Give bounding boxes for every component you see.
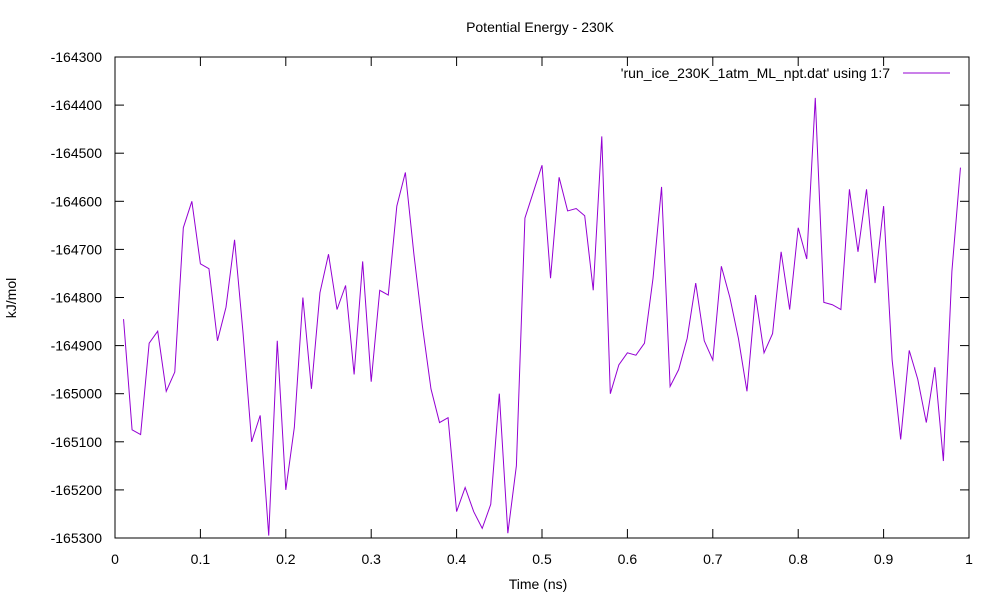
x-tick-label: 0.8 (788, 551, 808, 567)
y-tick-label: -165200 (51, 482, 103, 498)
legend-label: 'run_ice_230K_1atm_ML_npt.dat' using 1:7 (621, 65, 890, 81)
x-tick-label: 0.9 (874, 551, 894, 567)
y-tick-label: -164900 (51, 338, 103, 354)
x-tick-label: 0.7 (703, 551, 723, 567)
y-tick-label: -165100 (51, 434, 103, 450)
y-tick-label: -164400 (51, 97, 103, 113)
x-tick-label: 0 (111, 551, 119, 567)
y-tick-label: -164300 (51, 49, 103, 65)
y-axis-label: kJ/mol (3, 278, 19, 318)
chart-title: Potential Energy - 230K (466, 19, 615, 35)
x-tick-label: 0.4 (447, 551, 467, 567)
x-tick-label: 1 (965, 551, 973, 567)
x-tick-label: 0.1 (191, 551, 211, 567)
y-tick-label: -165000 (51, 386, 103, 402)
legend: 'run_ice_230K_1atm_ML_npt.dat' using 1:7 (621, 65, 950, 81)
x-tick-label: 0.6 (618, 551, 638, 567)
x-tick-label: 0.3 (361, 551, 381, 567)
y-tick-label: -164800 (51, 290, 103, 306)
x-tick-label: 0.2 (276, 551, 296, 567)
series-line (123, 97, 961, 536)
x-axis: 0 0.1 0.2 0.3 0.4 0.5 0.6 0.7 0.8 0.9 1 (111, 57, 973, 567)
y-tick-label: -164500 (51, 145, 103, 161)
y-tick-label: -164700 (51, 241, 103, 257)
y-tick-label: -165300 (51, 530, 103, 546)
x-tick-label: 0.5 (532, 551, 552, 567)
plot-frame (114, 56, 970, 539)
y-tick-label: -164600 (51, 193, 103, 209)
series-layer (123, 97, 961, 536)
x-axis-label: Time (ns) (509, 576, 568, 592)
y-axis: -165300 -165200 -165100 -165000 -164900 -1648… (51, 49, 969, 546)
